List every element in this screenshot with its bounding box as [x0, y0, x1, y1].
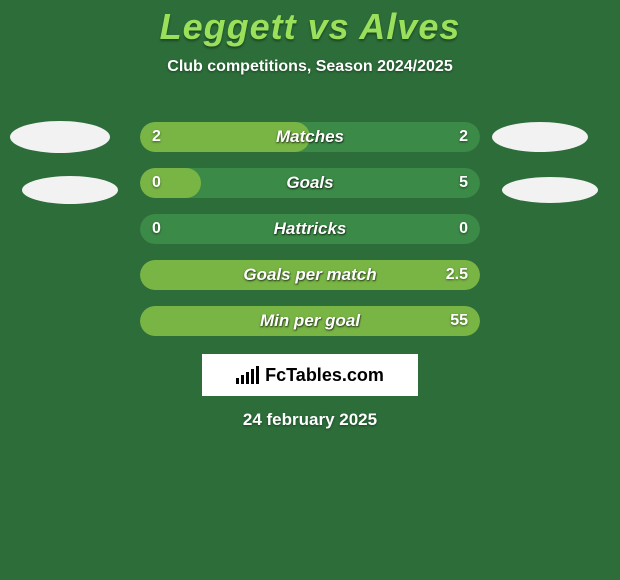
- stat-bars: 22Matches 05Goals 00Hattricks 2.5Goals per …: [140, 122, 480, 352]
- stat-row-min-per-goal: 55Min per goal: [140, 306, 480, 336]
- stat-label: Goals per match: [140, 260, 480, 290]
- logo-text: FcTables.com: [265, 365, 384, 386]
- subtitle: Club competitions, Season 2024/2025: [0, 58, 620, 76]
- player-photo-left-2: [22, 176, 118, 204]
- stat-label: Hattricks: [140, 214, 480, 244]
- player-photo-right-2: [502, 177, 598, 203]
- stat-row-matches: 22Matches: [140, 122, 480, 152]
- logo-bars-icon: [236, 366, 259, 384]
- stat-row-hattricks: 00Hattricks: [140, 214, 480, 244]
- player-photo-right-1: [492, 122, 588, 152]
- player-photo-left-1: [10, 121, 110, 153]
- comparison-infographic: Leggett vs Alves Club competitions, Seas…: [0, 0, 620, 580]
- generation-date: 24 february 2025: [0, 410, 620, 430]
- stat-label: Matches: [140, 122, 480, 152]
- stat-label: Min per goal: [140, 306, 480, 336]
- stat-row-goals-per-match: 2.5Goals per match: [140, 260, 480, 290]
- stat-row-goals: 05Goals: [140, 168, 480, 198]
- fctables-logo: FcTables.com: [202, 354, 418, 396]
- page-title: Leggett vs Alves: [0, 0, 620, 48]
- stat-label: Goals: [140, 168, 480, 198]
